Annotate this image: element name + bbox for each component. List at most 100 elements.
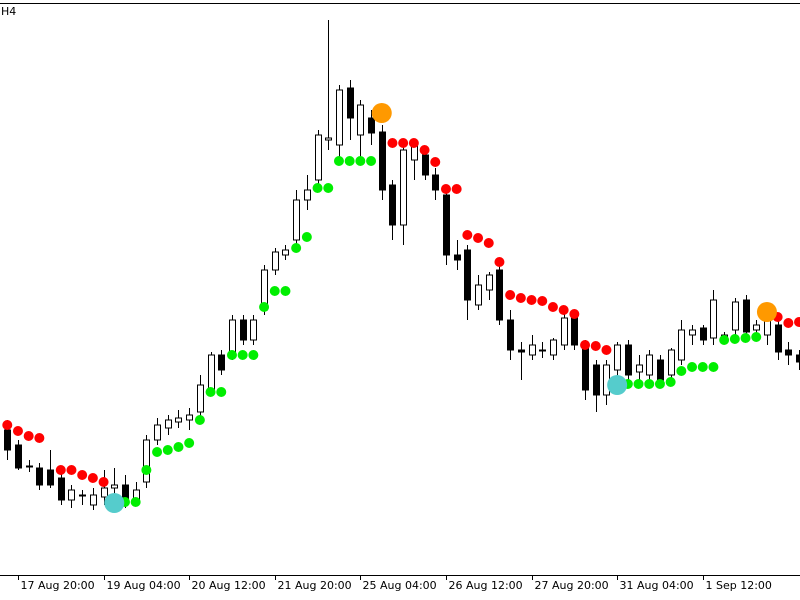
indicator-dot (387, 138, 398, 148)
indicator-dot (366, 156, 377, 166)
indicator-dot (205, 387, 216, 397)
indicator-dot (98, 477, 109, 487)
indicator-dot (237, 350, 248, 360)
indicator-dot (483, 238, 494, 248)
indicator-dot (333, 156, 344, 166)
indicator-dot (12, 426, 23, 436)
candle-body (529, 344, 536, 356)
candle-body (775, 324, 782, 353)
indicator-dot (697, 362, 708, 372)
indicator-dot (601, 345, 612, 355)
indicator-dot (216, 387, 227, 397)
indicator-dot (719, 335, 730, 345)
x-tick-label: 1 Sep 12:00 (706, 579, 772, 592)
candle-body (347, 87, 354, 119)
candle-body (486, 274, 493, 291)
x-tick-label: 21 Aug 20:00 (278, 579, 352, 592)
indicator-dot (184, 438, 195, 448)
candle-body (218, 354, 225, 371)
indicator-dot (783, 318, 794, 328)
indicator-dot (280, 286, 291, 296)
signal-dot (104, 493, 125, 513)
candle-body (101, 487, 108, 498)
indicator-dot (665, 377, 676, 387)
indicator-dot (644, 379, 655, 389)
candle-body (304, 189, 311, 201)
indicator-dot (430, 157, 441, 167)
indicator-dot (194, 415, 205, 425)
candle-body (678, 329, 685, 361)
indicator-dot (633, 379, 644, 389)
indicator-dot (537, 296, 548, 306)
indicator-dot (451, 184, 462, 194)
signal-dot (607, 375, 628, 395)
indicator-dot (259, 302, 270, 312)
indicator-dot (654, 379, 665, 389)
indicator-dot (66, 465, 77, 475)
indicator-dot (729, 334, 740, 344)
indicator-dot (162, 445, 173, 455)
indicator-dot (173, 442, 184, 452)
indicator-dot (312, 183, 323, 193)
candle-body (700, 327, 707, 341)
candle-body (389, 184, 396, 226)
candle-body (561, 317, 568, 346)
indicator-dot (419, 145, 430, 155)
indicator-dot (87, 473, 98, 483)
candle-body (668, 349, 675, 376)
candle-body (518, 349, 525, 353)
indicator-dot (34, 433, 45, 443)
indicator-dot (226, 350, 237, 360)
indicator-dot (708, 362, 719, 372)
candle-body (379, 131, 386, 191)
indicator-dot (152, 447, 163, 457)
candle-body (753, 324, 760, 331)
candle-body (4, 429, 11, 451)
candle-body (58, 477, 65, 501)
candle-body (636, 364, 643, 373)
candle-body (293, 199, 300, 241)
indicator-dot (323, 183, 334, 193)
candle-body (507, 319, 514, 351)
indicator-dot (794, 317, 800, 327)
candle-body (143, 439, 150, 483)
indicator-dot (77, 470, 88, 480)
candle-body (175, 417, 182, 423)
indicator-dot (494, 257, 505, 267)
candle-body (496, 269, 503, 321)
candle-body (614, 344, 621, 371)
candle-body (432, 174, 439, 191)
x-tick-label: 26 Aug 12:00 (449, 579, 523, 592)
candle-body (90, 494, 97, 506)
indicator-dot (569, 309, 580, 319)
x-tick-label: 25 Aug 04:00 (363, 579, 437, 592)
indicator-dot (291, 243, 302, 253)
candle-body (47, 469, 54, 486)
candle-body (464, 249, 471, 301)
candle-body (240, 319, 247, 341)
x-tick-label: 27 Aug 20:00 (535, 579, 609, 592)
candle-body (743, 299, 750, 333)
timeframe-label: H4 (1, 5, 16, 18)
indicator-dot (440, 184, 451, 194)
candle-body (764, 319, 771, 336)
x-tick-label: 20 Aug 12:00 (192, 579, 266, 592)
candle-body (79, 494, 86, 497)
candle-body (165, 419, 172, 429)
indicator-dot (55, 465, 66, 475)
candle-body (68, 489, 75, 501)
indicator-dot (687, 362, 698, 372)
candle-body (582, 344, 589, 391)
signal-dot (756, 302, 777, 322)
candle-body (15, 444, 22, 469)
indicator-dot (141, 465, 152, 475)
candle-body (689, 329, 696, 336)
indicator-dot (558, 305, 569, 315)
indicator-dot (301, 232, 312, 242)
candle-body (325, 137, 332, 141)
candle-body (539, 349, 546, 352)
indicator-dot (505, 290, 516, 300)
indicator-dot (23, 431, 34, 441)
indicator-dot (408, 138, 419, 148)
